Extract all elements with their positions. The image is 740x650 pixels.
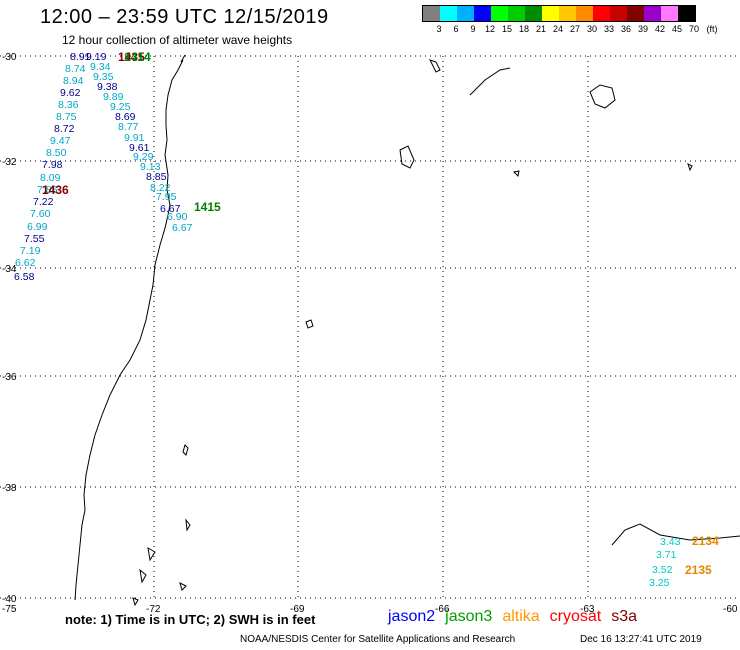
satellite-legend: jason2 jason3 altika cryosat s3a (388, 608, 647, 626)
coastline-island-2 (186, 520, 190, 530)
lat-label: -38 (2, 483, 17, 494)
swh-value: 6.58 (14, 271, 35, 283)
swh-value: 3.52 (652, 564, 673, 576)
credit-text: NOAA/NESDIS Center for Satellite Applica… (240, 634, 515, 645)
axis-ticks: -30-32-34-36-38-40-75 -72 -69 -66 -63 -60 (2, 52, 738, 615)
coastline-island-6 (133, 598, 138, 605)
swh-value: 7.22 (33, 196, 54, 208)
swh-value: 6.99 (27, 221, 48, 233)
coastline-juan-fernandez (306, 320, 313, 328)
swh-value: 8.75 (56, 111, 77, 123)
time-label: 2134 (692, 534, 719, 548)
lat-label: -30 (2, 52, 17, 63)
swh-value: 3.25 (649, 577, 670, 589)
swh-value: 3.71 (656, 549, 677, 561)
lat-label: -36 (2, 372, 17, 383)
lat-lon-grid (0, 56, 740, 598)
swh-value: 9.62 (60, 87, 81, 99)
satellite-jason3: jason3 (445, 608, 492, 625)
time-label: 1415 (194, 200, 221, 214)
track-altika: 3.433.71 3.523.25 2134 2135 (649, 534, 719, 589)
swh-value: 7.55 (24, 233, 45, 245)
time-label: 1436 (42, 183, 69, 197)
legend-swatch (525, 6, 542, 21)
satellite-cryosat: cryosat (550, 608, 602, 625)
legend-swatch (457, 6, 474, 21)
satellite-s3a: s3a (611, 608, 637, 625)
swh-value: 8.74 (65, 63, 86, 75)
legend-swatch (627, 6, 644, 21)
coastline-island-3 (148, 548, 155, 560)
time-label: 2135 (685, 563, 712, 577)
legend-swatch (423, 6, 440, 21)
track-jason3_top: 1414 (124, 50, 151, 64)
legend-unit: (ft) (700, 24, 724, 34)
legend-labels: 3 6 9 12 15 18 21 24 27 30 33 36 39 42 45 70 (ft) (422, 22, 696, 36)
time-label: 1414 (124, 50, 151, 64)
satellite-altika: altika (502, 608, 539, 625)
swh-value: 9.47 (50, 135, 71, 147)
coastline-island-sg2 (470, 68, 510, 95)
swh-value: 7.98 (42, 159, 63, 171)
swh-value: 8.94 (63, 75, 84, 87)
swh-value: 3.43 (660, 536, 681, 548)
legend-swatch (508, 6, 525, 21)
coastline-island-sg5 (514, 171, 519, 176)
coastline-island-sg6 (688, 164, 692, 170)
coastline-island-sg3 (590, 85, 615, 108)
swh-value: 7.60 (30, 208, 51, 220)
legend-swatch (474, 6, 491, 21)
timestamp-text: Dec 16 13:27:41 UTC 2019 (580, 634, 702, 645)
legend-swatch (440, 6, 457, 21)
swh-value: 6.62 (15, 257, 36, 269)
coastline-island-1 (183, 445, 188, 455)
legend-swatch (610, 6, 627, 21)
swh-value: 6.67 (172, 222, 193, 234)
page-title: 12:00 – 23:59 UTC 12/15/2019 (40, 6, 329, 29)
legend-swatch (678, 6, 695, 21)
coastline-island-4 (140, 570, 146, 582)
legend-swatches (422, 5, 696, 22)
lat-label: -32 (2, 157, 17, 168)
swh-value: 8.72 (54, 123, 75, 135)
legend-swatch (593, 6, 610, 21)
color-legend: 3 6 9 12 15 18 21 24 27 30 33 36 39 42 45 70 (ft) (422, 5, 696, 36)
legend-swatch (559, 6, 576, 21)
coastline (75, 55, 740, 605)
coastline-island-5 (180, 583, 186, 590)
legend-swatch (576, 6, 593, 21)
altimeter-tracks: 8.918.748.949.628.368.758.729.478.507.98… (14, 50, 719, 589)
coastline-island-sg (430, 60, 440, 72)
swh-value: 7.19 (20, 245, 41, 257)
note-text: note: 1) Time is in UTC; 2) SWH is in fe… (65, 612, 315, 627)
page-subtitle: 12 hour collection of altimeter wave hei… (62, 33, 292, 47)
legend-swatch (644, 6, 661, 21)
coastline-island-sg4 (400, 146, 414, 168)
legend-swatch (661, 6, 678, 21)
legend-swatch (542, 6, 559, 21)
swh-value: 7.95 (156, 191, 177, 203)
swh-value: 8.50 (46, 147, 67, 159)
lon-label: -75 (2, 604, 17, 615)
swh-value: 8.36 (58, 99, 79, 111)
track-cryosat: 8.918.748.949.628.368.758.729.478.507.98… (14, 51, 91, 283)
satellite-jason2: jason2 (388, 608, 435, 625)
lon-label: -60 (723, 604, 738, 615)
legend-swatch (491, 6, 508, 21)
